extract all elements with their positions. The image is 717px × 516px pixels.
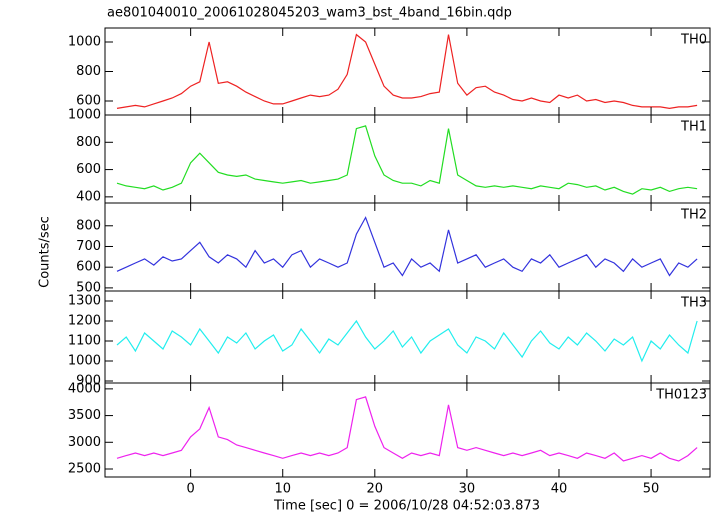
y-tick-label: 600 [76,162,101,177]
x-tick-label: 40 [551,482,568,497]
x-tick-label: 50 [643,482,660,497]
y-tick-label: 800 [76,135,101,150]
light-curve [116,216,698,277]
y-tick-label: 1000 [68,354,101,369]
x-tick-label: 20 [367,482,384,497]
y-tick-label: 700 [76,239,101,254]
y-tick-label: 800 [76,64,101,79]
y-tick-label: 4000 [68,381,101,396]
y-tick-label: 500 [76,280,101,295]
light-curve [116,319,698,363]
panel-frame [104,382,711,478]
y-tick-label: 3500 [68,408,101,423]
y-tick-label: 3000 [68,435,101,450]
y-tick-label: 400 [76,189,101,204]
light-curve [116,396,698,462]
y-tick-label: 1000 [68,108,101,123]
x-tick-label: 10 [274,482,291,497]
y-tick-label: 2500 [68,461,101,476]
y-tick-label: 600 [76,93,101,108]
panel-frame [104,202,711,292]
y-tick-label: 900 [76,374,101,389]
x-axis-label: Time [sec] 0 = 2006/10/28 04:52:03.873 [273,499,540,514]
y-tick-label: 1100 [68,334,101,349]
y-tick-label: 1300 [68,294,101,309]
y-axis-label: Counts/sec [38,216,53,288]
light-curve [116,125,698,195]
panel-label: TH0123 [655,388,707,403]
x-tick-label: 30 [459,482,476,497]
chart-title: ae801040010_20061028045203_wam3_bst_4ban… [107,6,512,21]
x-tick-label: 0 [186,482,194,497]
panel-label: TH1 [680,120,707,135]
y-tick-label: 1000 [68,35,101,50]
panel-label: TH0 [680,33,707,48]
panel-label: TH2 [680,208,707,223]
y-tick-label: 1200 [68,314,101,329]
light-curve [116,33,698,110]
y-tick-label: 600 [76,260,101,275]
panel-label: TH3 [680,296,707,311]
y-tick-label: 800 [76,218,101,233]
